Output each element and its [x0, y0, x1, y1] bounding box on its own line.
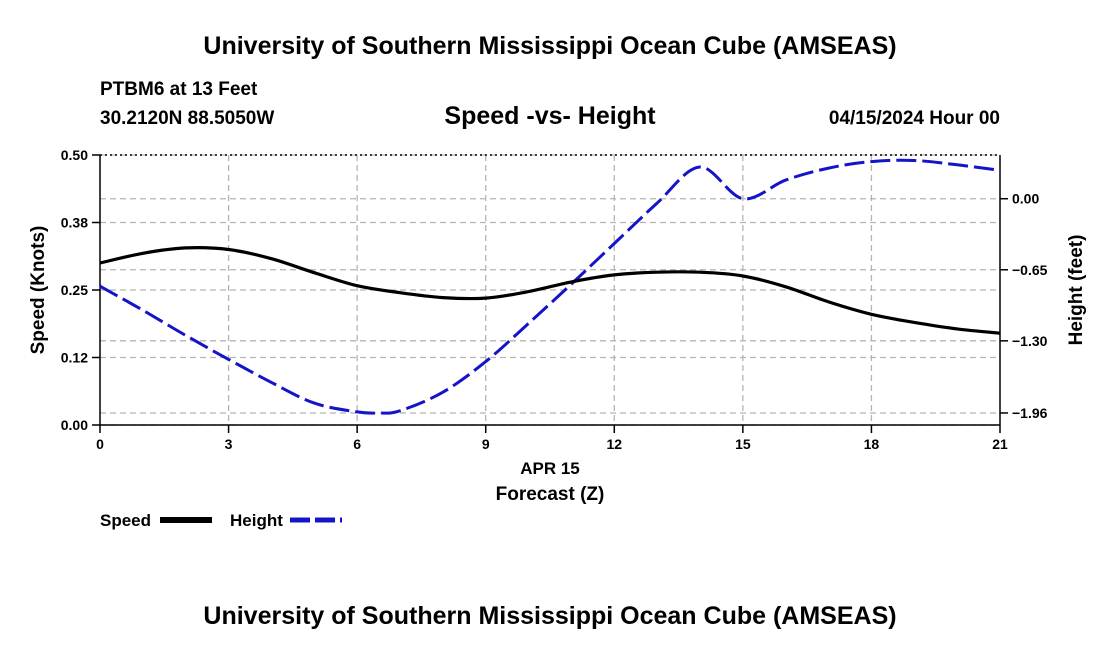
y-left-tick-label: 0.12: [61, 350, 88, 366]
legend-speed-label: Speed: [100, 511, 151, 530]
y-right-tick-label: −1.30: [1012, 333, 1048, 349]
y-right-tick-label: −1.96: [1012, 405, 1048, 421]
tick-layer: 0 3 6 9 12 15 18 21 0.00 0.12 0.25 0.38 0.50 0.00 −0.6…: [61, 147, 1048, 452]
x-tick-label: 18: [864, 436, 880, 452]
x-tick-label: 12: [606, 436, 622, 452]
series-line-height: [99, 158, 1001, 415]
x-axis-label: Forecast (Z): [496, 484, 605, 505]
y-axis-right-label: Height (feet): [1066, 235, 1087, 346]
report-title: University of Southern Mississippi Ocean…: [203, 32, 896, 60]
grid-layer: [100, 154, 1000, 426]
station-name: PTBM6 at 13 Feet: [100, 79, 258, 100]
y-right-tick-label: 0.00: [1012, 191, 1039, 207]
y-axis-left-label: Speed (Knots): [28, 226, 49, 355]
x-tick-label: 0: [96, 436, 104, 452]
y-left-tick-label: 0.38: [61, 215, 88, 231]
x-tick-label: 3: [225, 436, 233, 452]
series-line-speed: [99, 246, 1001, 335]
y-left-tick-label: 0.00: [61, 417, 88, 433]
x-tick-label: 6: [353, 436, 361, 452]
y-left-tick-label: 0.25: [61, 282, 88, 298]
forecast-datetime: 04/15/2024 Hour 00: [829, 108, 1000, 129]
y-left-tick-label: 0.50: [61, 147, 88, 163]
series-layer: [99, 158, 1001, 415]
legend: Speed Height: [100, 511, 342, 530]
legend-height-label: Height: [230, 511, 283, 530]
footer-title: University of Southern Mississippi Ocean…: [203, 602, 896, 630]
x-tick-label: 21: [992, 436, 1008, 452]
x-axis-date-label: APR 15: [520, 459, 580, 478]
x-tick-label: 9: [482, 436, 490, 452]
station-location: 30.2120N 88.5050W: [100, 108, 274, 129]
x-tick-label: 15: [735, 436, 751, 452]
chart-title: Speed -vs- Height: [444, 102, 656, 130]
y-right-tick-label: −0.65: [1012, 262, 1048, 278]
